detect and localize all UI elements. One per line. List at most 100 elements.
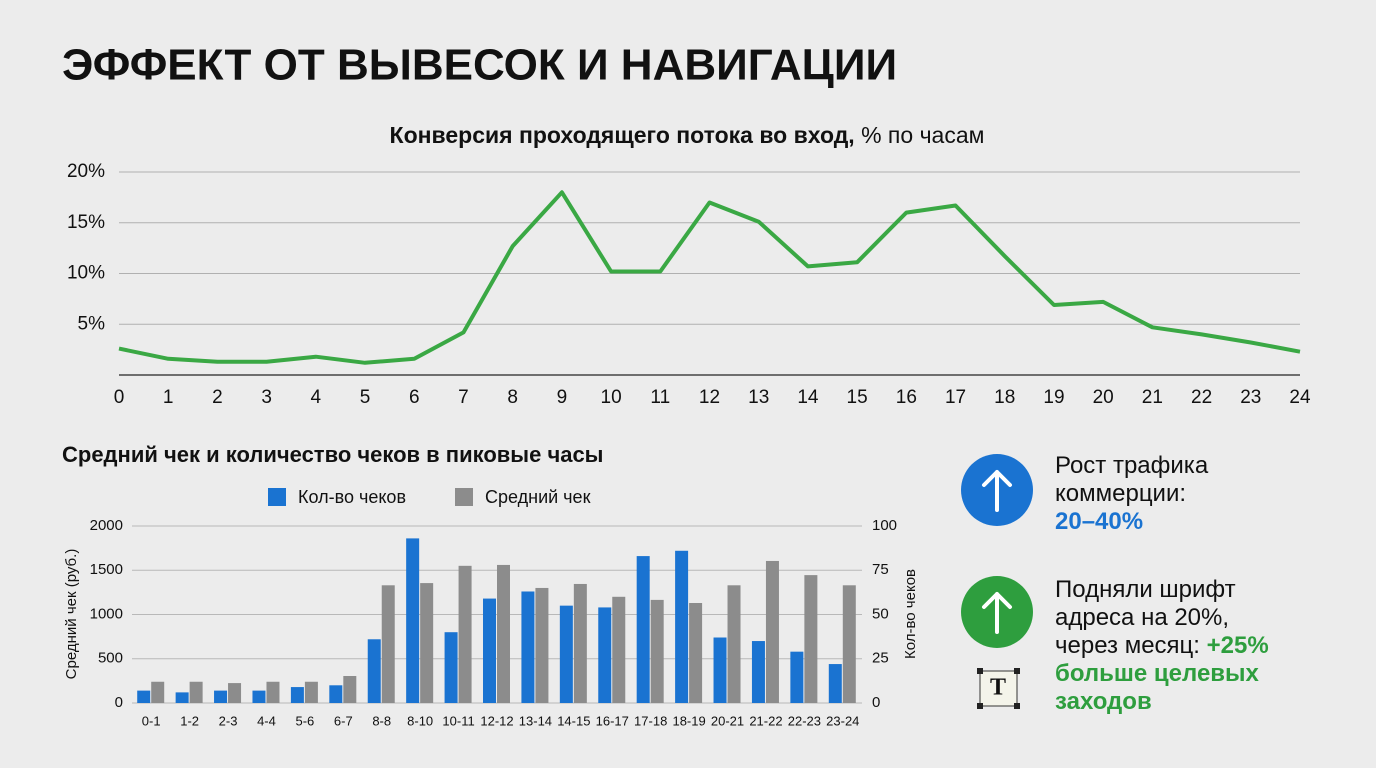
bar [151,681,165,703]
bar [804,575,818,703]
x-tick-label: 8 [507,387,518,408]
bar [751,641,765,703]
y2-axis-label: Кол-во чеков [902,569,919,659]
bar [598,607,612,703]
bar [535,587,549,703]
bar [175,692,189,703]
y-tick-label: 1000 [90,605,123,622]
bar [329,685,343,703]
y-axis-label: Средний чек (руб.) [63,549,80,680]
bar [228,683,242,703]
bar [381,585,395,703]
x-tick-label: 22-23 [788,713,821,728]
x-tick-label: 1 [163,387,174,408]
x-tick-label: 0 [114,387,125,408]
bar [650,599,664,703]
x-tick-label: 4-4 [257,713,276,728]
x-tick-label: 17-18 [634,713,667,728]
x-tick-label: 4 [311,387,322,408]
chart-title: Конверсия проходящего потока во вход, % … [390,122,985,148]
page-title: ЭФФЕКТ ОТ ВЫВЕСОК И НАВИГАЦИИ [62,41,897,90]
text-icon [979,670,1018,707]
y2-tick-label: 75 [872,561,889,578]
x-tick-label: 8-10 [407,713,433,728]
bar [137,690,151,703]
y-tick-label: 10% [67,263,105,284]
callout-highlight: больше целевых [1055,660,1260,687]
x-tick-label: 16-17 [596,713,629,728]
x-tick-label: 8-8 [372,713,391,728]
x-tick-label: 19 [1043,387,1064,408]
handle [1014,668,1020,674]
x-tick-label: 24 [1289,387,1311,408]
legend-swatch [455,488,473,506]
x-tick-label: 6 [409,387,420,408]
bar [612,596,626,703]
y-tick-label: 5% [78,313,106,334]
bar [406,538,420,703]
x-tick-label: 17 [945,387,966,408]
x-tick-label: 16 [896,387,917,408]
bar [304,681,318,703]
callout-line: через месяц: [1055,632,1207,659]
y-tick-label: 0 [115,694,123,711]
bar [420,583,434,703]
x-tick-label: 1-2 [180,713,199,728]
callout-text: Подняли шрифт адреса на 20%, через месяц… [1055,576,1275,715]
bar [343,676,357,703]
bar [828,664,842,703]
bar [189,681,203,703]
bar [636,556,650,703]
bar [483,598,496,703]
x-tick-label: 14 [797,387,819,408]
bar [573,583,587,703]
bar [790,651,804,703]
bar [689,602,703,703]
arrow [982,470,1012,512]
y2-tick-label: 0 [872,694,880,711]
callout-line: Рост трафика [1055,452,1209,479]
x-tick-label: 5 [360,387,371,408]
data-line [118,190,1301,365]
x-tick-label: 21 [1142,387,1163,408]
bar [842,585,856,703]
bar [458,565,472,703]
bar [290,687,304,703]
handle [1014,703,1020,709]
x-tick-label: 23-24 [826,713,859,728]
callout-text: Рост трафика коммерции: 20–40% [1055,452,1215,535]
callout-highlight: +25% [1207,632,1269,659]
y-tick-label: 500 [98,650,123,667]
x-tick-label: 20 [1093,387,1114,408]
x-tick-label: 18 [994,387,1015,408]
x-tick-label: 6-7 [334,713,353,728]
handle [977,668,983,674]
y-tick-label: 2000 [90,517,123,534]
x-tick-label: 21-22 [749,713,782,728]
x-tick-label: 10 [601,387,622,408]
bar [497,564,510,703]
x-tick-label: 7 [458,387,469,408]
bar [444,632,458,703]
x-tick-label: 13 [748,387,769,408]
x-tick-label: 2-3 [219,713,238,728]
x-tick-label: 15 [847,387,868,408]
title-unit: % по часам [861,122,984,148]
legend-label: Кол-во чеков [298,487,406,507]
x-tick-label: 12 [699,387,720,408]
x-tick-label: 13-14 [519,713,552,728]
y-tick-label: 15% [67,212,105,233]
x-tick-label: 18-19 [672,713,705,728]
x-tick-label: 2 [212,387,223,408]
x-tick-label: 23 [1240,387,1261,408]
handle [977,703,983,709]
bar [252,690,266,703]
bar [713,637,727,703]
x-tick-label: 12-12 [480,713,513,728]
legend-label: Средний чек [485,487,591,507]
x-tick-label: 9 [557,387,568,408]
bar [214,690,228,703]
x-tick-label: 10-11 [442,713,474,728]
chart-title: Средний чек и количество чеков в пиковые… [62,442,603,467]
